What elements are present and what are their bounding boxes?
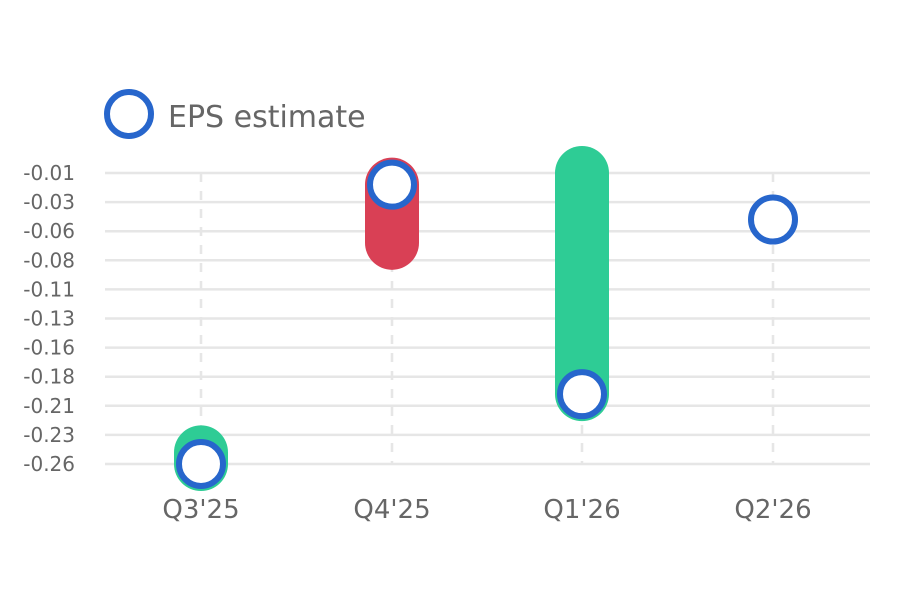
y-tick-label: -0.01: [23, 161, 75, 185]
y-tick-label: -0.06: [23, 219, 75, 243]
grid: [105, 171, 870, 466]
y-tick-label: -0.08: [23, 248, 75, 272]
x-tick-label: Q1'26: [543, 495, 620, 525]
legend-marker-icon: [104, 89, 154, 139]
legend-label: EPS estimate: [168, 100, 366, 135]
eps-estimate-point: [557, 369, 607, 420]
y-tick-label: -0.13: [23, 307, 75, 331]
x-tick-label: Q2'26: [734, 495, 811, 525]
y-tick-label: -0.11: [23, 277, 75, 301]
x-tick-label: Q4'25: [353, 495, 430, 525]
y-tick-label: -0.18: [23, 365, 75, 389]
eps-estimate-point: [176, 439, 226, 489]
y-tick-label: -0.03: [23, 190, 75, 214]
eps-estimate-point: [367, 159, 417, 210]
eps-estimate-point: [748, 194, 798, 245]
legend: EPS estimate: [104, 89, 366, 139]
y-axis-ticks: -0.01 -0.03 -0.06 -0.08 -0.11 -0.13 -0.16 -0.18…: [23, 161, 75, 476]
x-tick-label: Q3'25: [162, 495, 239, 525]
y-tick-label: -0.21: [23, 394, 75, 418]
eps-estimate-markers: [176, 159, 798, 489]
x-axis-ticks: Q3'25 Q4'25 Q1'26 Q2'26: [162, 495, 811, 525]
y-tick-label: -0.16: [23, 336, 75, 360]
y-tick-label: -0.23: [23, 423, 75, 447]
y-tick-label: -0.26: [23, 452, 75, 476]
